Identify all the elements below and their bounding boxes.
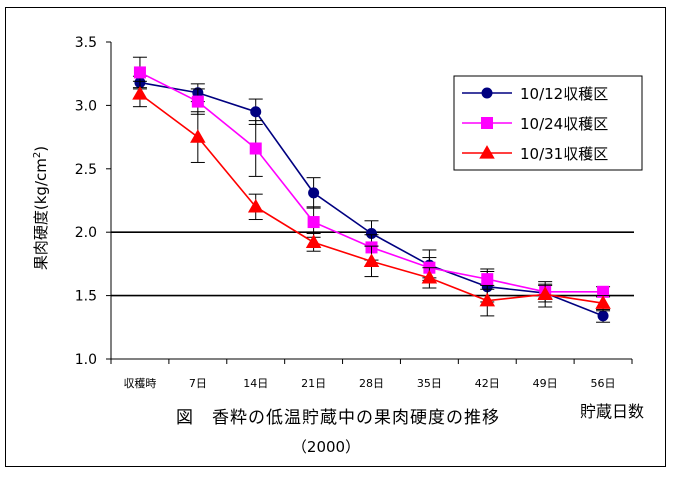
legend-label: 10/31収穫区: [520, 145, 608, 163]
legend-label: 10/12収穫区: [520, 85, 608, 103]
data-point: [190, 129, 206, 143]
x-tick-label: 42日: [475, 377, 500, 390]
data-point: [363, 253, 380, 268]
y-axis-title: 果肉硬度(kg/cm2): [32, 146, 50, 270]
x-tick-label: 49日: [533, 377, 558, 390]
data-point: [191, 95, 204, 108]
data-point: [481, 87, 493, 99]
x-axis-title: 貯蔵日数: [580, 402, 644, 421]
data-point: [481, 117, 493, 129]
data-point: [249, 142, 262, 155]
data-point: [481, 273, 494, 286]
x-tick-label: 56日: [591, 377, 616, 390]
y-axis-title-superscript: 2: [32, 152, 43, 158]
y-tick-label: 3.5: [75, 35, 97, 51]
legend-entry-2: 10/31収穫区: [462, 145, 608, 163]
y-tick-label: 3.0: [75, 98, 97, 114]
y-tick-label: 1.0: [75, 352, 97, 368]
data-point: [250, 106, 262, 118]
x-tick-label: 21日: [301, 377, 326, 390]
data-point: [305, 234, 322, 249]
chart-title: 図 香粋の低温貯蔵中の果肉硬度の推移: [176, 408, 500, 428]
data-point: [132, 86, 148, 100]
x-tick-label: 35日: [417, 377, 442, 390]
legend-label: 10/24収穫区: [520, 115, 608, 133]
data-point: [537, 286, 553, 301]
chart-frame: 1.0 1.5 2.0 2.5 3.0 3.5 収穫時 7日 14日 21日 28日 35日 42日 4…: [5, 7, 666, 467]
y-tick-label: 2.0: [75, 225, 97, 241]
x-tick-label: 14日: [243, 377, 268, 390]
data-point: [479, 145, 495, 159]
data-point: [308, 187, 320, 199]
series-2: [132, 80, 611, 317]
data-point: [597, 310, 609, 322]
legend-entry-0: 10/12収穫区: [462, 85, 608, 103]
data-point: [307, 216, 320, 229]
x-tick-label: 7日: [189, 377, 207, 390]
legend: 10/12収穫区 10/24収穫区 10/31収穫区: [453, 75, 643, 171]
firmness-line-chart: 1.0 1.5 2.0 2.5 3.0 3.5 収穫時 7日 14日 21日 28日 35日 42日 4…: [32, 35, 644, 456]
x-tick-label: 収穫時: [123, 377, 156, 390]
chart-subtitle: （2000）: [292, 438, 360, 456]
data-point: [595, 295, 611, 309]
y-tick-label: 2.5: [75, 162, 97, 178]
data-point: [479, 292, 496, 307]
data-point: [421, 269, 438, 284]
legend-entry-1: 10/24収穫区: [462, 115, 608, 133]
data-point: [133, 66, 146, 79]
y-tick-label: 1.5: [75, 289, 97, 305]
x-tick-label: 28日: [359, 377, 384, 390]
data-point: [247, 198, 264, 213]
